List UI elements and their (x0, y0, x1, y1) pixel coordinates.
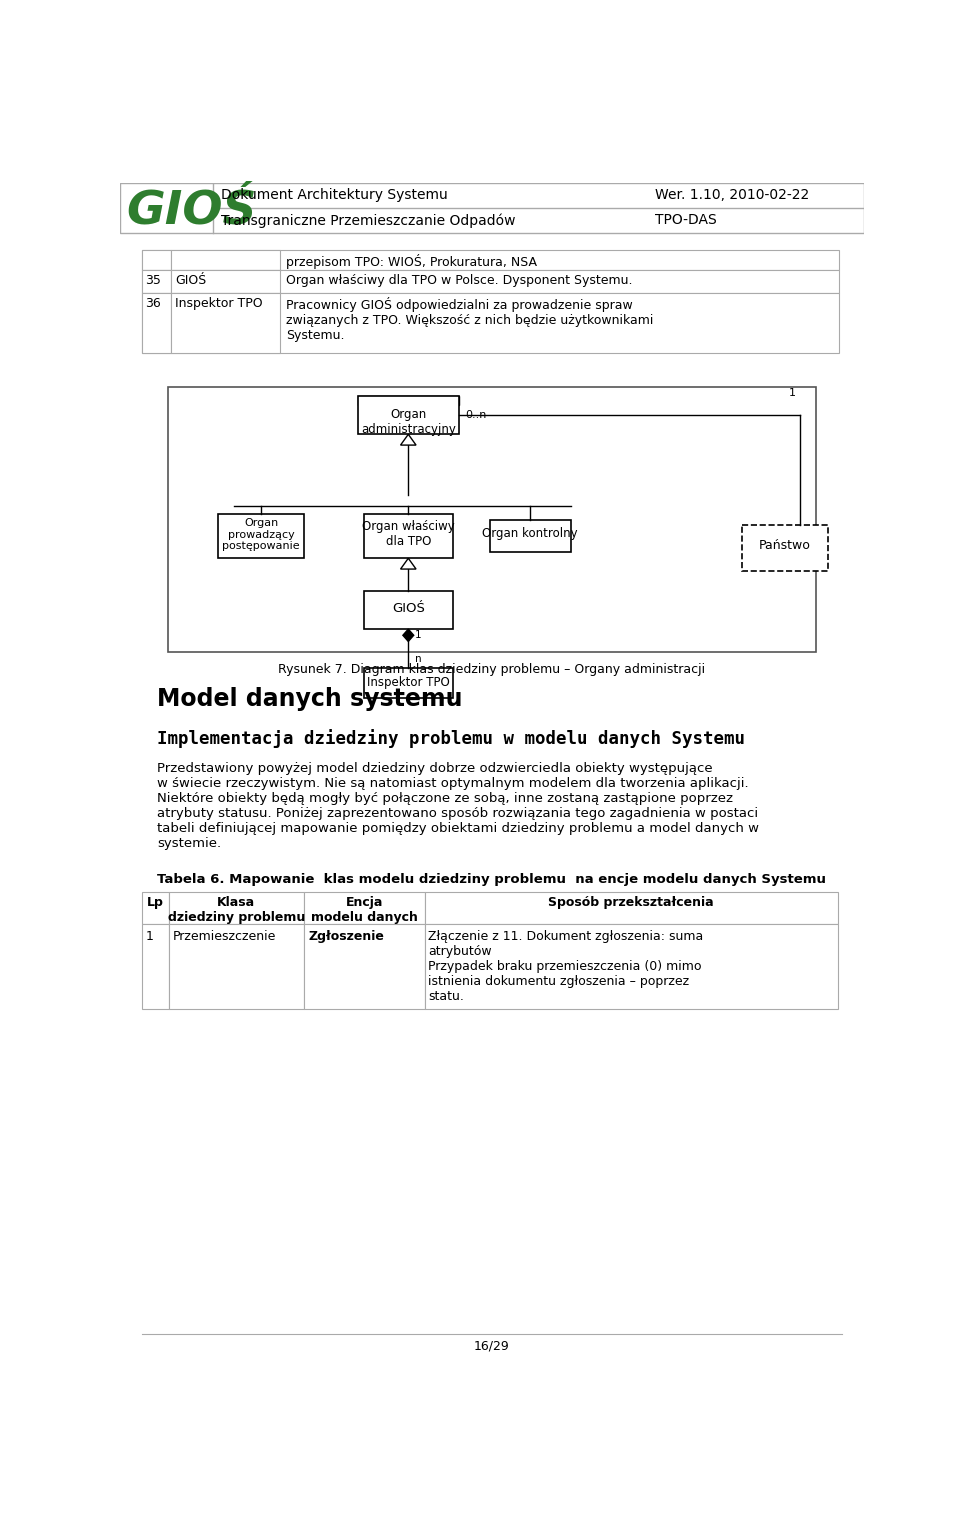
Text: Implementacja dziedziny problemu w modelu danych Systemu: Implementacja dziedziny problemu w model… (157, 729, 745, 748)
Text: n: n (416, 654, 421, 663)
Bar (742, 525, 828, 572)
Text: Tabela 6. Mapowanie  klas modelu dziedziny problemu  na encje modelu danych Syst: Tabela 6. Mapowanie klas modelu dziedzin… (157, 873, 827, 887)
Bar (171, 251, 279, 271)
Bar (142, 294, 171, 353)
Bar (120, 183, 864, 233)
Text: Lp: Lp (147, 896, 163, 908)
Bar (304, 925, 424, 1008)
Text: Przemieszczenie: Przemieszczenie (173, 931, 276, 943)
Bar (358, 395, 459, 435)
Bar (490, 520, 571, 552)
Text: Klasa
dziedziny problemu: Klasa dziedziny problemu (168, 896, 305, 923)
Text: Organ
administracyjny: Organ administracyjny (361, 408, 456, 437)
Bar (142, 271, 171, 294)
Text: 35: 35 (145, 274, 160, 287)
Text: Dokument Architektury Systemu: Dokument Architektury Systemu (221, 189, 447, 202)
Text: przepisom TPO: WIOŚ, Prokuratura, NSA: przepisom TPO: WIOŚ, Prokuratura, NSA (286, 254, 537, 269)
Bar (364, 668, 453, 698)
Bar (171, 271, 279, 294)
Text: 16/29: 16/29 (474, 1340, 510, 1352)
Text: Organ kontrolny: Organ kontrolny (482, 528, 578, 540)
Text: Rysunek 7. Diagram klas dziedziny problemu – Organy administracji: Rysunek 7. Diagram klas dziedziny proble… (278, 663, 706, 675)
Text: Przedstawiony powyżej model dziedziny dobrze odzwierciedla obiekty występujące
w: Przedstawiony powyżej model dziedziny do… (157, 762, 759, 850)
Bar (364, 590, 453, 630)
Text: Transgraniczne Przemieszczanie Odpadów: Transgraniczne Przemieszczanie Odpadów (221, 213, 516, 228)
Text: Zgłoszenie: Zgłoszenie (308, 931, 384, 943)
Polygon shape (403, 630, 414, 642)
Bar (169, 925, 304, 1008)
Bar (171, 294, 279, 353)
Bar (142, 294, 839, 353)
Text: Model danych systemu: Model danych systemu (157, 687, 463, 710)
Bar (358, 395, 459, 405)
Text: Państwo: Państwo (759, 538, 811, 552)
Text: Złączenie z 11. Dokument zgłoszenia: suma
atrybutów
Przypadek braku przemieszcze: Złączenie z 11. Dokument zgłoszenia: sum… (428, 931, 704, 1004)
Text: GIOŚ: GIOŚ (126, 189, 256, 234)
Text: 1: 1 (146, 931, 154, 943)
Polygon shape (400, 435, 416, 446)
Bar (169, 891, 304, 925)
Bar (142, 251, 839, 271)
Bar (142, 251, 171, 271)
Bar (142, 891, 169, 925)
Bar (142, 925, 169, 1008)
Text: 1: 1 (416, 630, 421, 640)
Text: GIOŚ: GIOŚ (175, 274, 206, 287)
Text: Sposób przekształcenia: Sposób przekształcenia (548, 896, 713, 908)
Polygon shape (400, 558, 416, 569)
Text: TPO-DAS: TPO-DAS (655, 213, 716, 227)
Text: 1: 1 (789, 388, 796, 399)
Bar (424, 925, 838, 1008)
Text: Organ właściwy dla TPO w Polsce. Dysponent Systemu.: Organ właściwy dla TPO w Polsce. Dyspone… (286, 274, 633, 287)
Text: 36: 36 (145, 297, 160, 310)
Text: Wer. 1.10, 2010-02-22: Wer. 1.10, 2010-02-22 (655, 189, 809, 202)
Bar (424, 891, 838, 925)
Text: Organ właściwy
dla TPO: Organ właściwy dla TPO (362, 520, 455, 548)
Text: Organ
prowadzący
postępowanie: Organ prowadzący postępowanie (222, 519, 300, 552)
Text: 0..n: 0..n (465, 409, 487, 420)
Bar (364, 514, 453, 558)
Text: GIOŚ: GIOŚ (392, 602, 424, 614)
Text: Encja
modelu danych: Encja modelu danych (311, 896, 418, 923)
Bar (219, 514, 303, 558)
Text: Inspektor TPO: Inspektor TPO (175, 297, 263, 310)
Text: Pracownicy GIOŚ odpowiedzialni za prowadzenie spraw
związanych z TPO. Większość : Pracownicy GIOŚ odpowiedzialni za prowad… (286, 297, 653, 342)
Bar (168, 386, 816, 653)
Bar (142, 271, 839, 294)
Text: Inspektor TPO: Inspektor TPO (367, 677, 449, 689)
Bar (304, 891, 424, 925)
